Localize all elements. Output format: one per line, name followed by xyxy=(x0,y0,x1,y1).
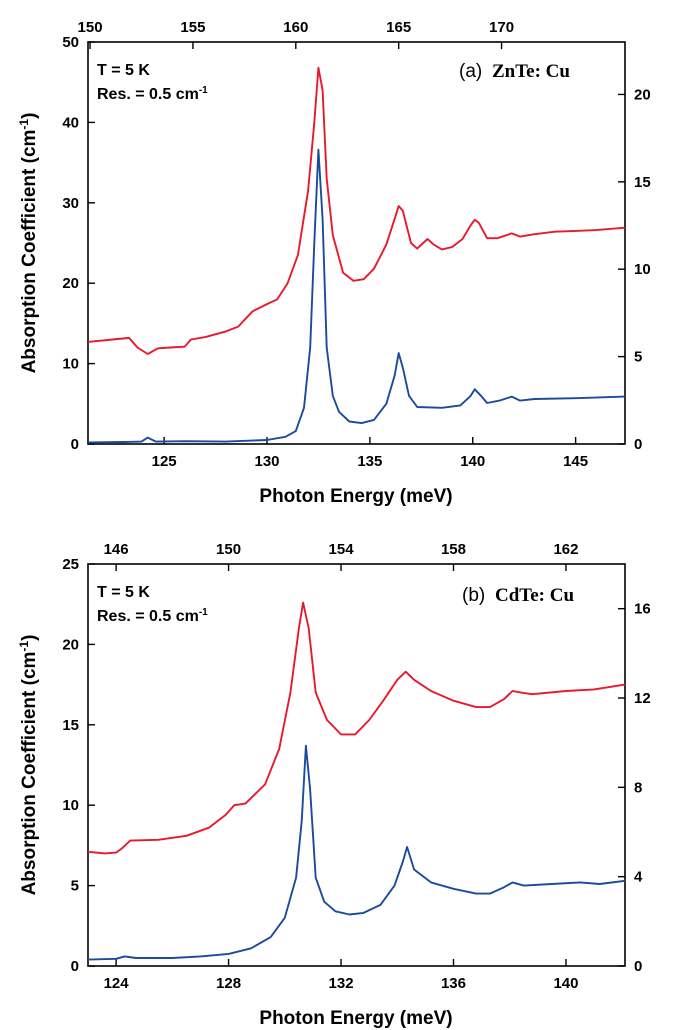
y-axis-label-sup-a: -1 xyxy=(17,119,31,130)
bottom-tick-label: 128 xyxy=(216,975,241,992)
left-tick-label: 15 xyxy=(62,717,79,734)
panel-b: 124 128 132 136 140 146 150 154 158 162 05101520… xyxy=(17,541,651,1029)
red-series-line-b xyxy=(87,601,626,855)
left-tick-label: 40 xyxy=(62,114,79,131)
annotation-res-prefix-b: Res. = 0.5 cm xyxy=(97,608,199,625)
series-layer-b xyxy=(87,601,626,961)
left-tick-label: 0 xyxy=(71,436,79,453)
x-axis-label-a: Photon Energy (meV) xyxy=(259,486,452,507)
y-axis-label-main-a: Absorption Coefficient (cm xyxy=(19,130,40,374)
annotation-res-sup-a: -1 xyxy=(199,85,208,96)
top-tick-label: 150 xyxy=(216,541,241,558)
top-axis-ticks-a: 150 155 160 165 170 xyxy=(78,19,514,49)
material-label-b: CdTe: Cu xyxy=(495,585,574,606)
left-tick-label: 0 xyxy=(71,958,79,975)
top-tick-label: 155 xyxy=(180,19,205,36)
bottom-axis-ticks-b: 124 128 132 136 140 xyxy=(104,959,578,992)
annotation-temp-a: T = 5 K xyxy=(97,62,150,79)
bottom-tick-label: 124 xyxy=(104,975,130,992)
plot-frame-b xyxy=(87,563,626,967)
annotation-res-b: Res. = 0.5 cm-1 xyxy=(97,607,208,625)
right-axis-ticks-a: 0 5 10 15 20 xyxy=(618,86,651,453)
bottom-tick-label: 130 xyxy=(254,453,279,470)
panel-label-b: (b) xyxy=(462,585,485,606)
y-axis-label-b: Absorption Coefficient (cm-1) xyxy=(17,635,40,896)
y-axis-label-suffix-b: ) xyxy=(19,635,40,641)
left-tick-label: 25 xyxy=(62,556,79,573)
left-tick-label: 10 xyxy=(62,797,79,814)
right-tick-label: 10 xyxy=(634,261,651,278)
bottom-axis-ticks-a: 125 130 135 140 145 xyxy=(152,437,588,470)
right-tick-label: 0 xyxy=(634,436,642,453)
annotation-temp-b: T = 5 K xyxy=(97,584,150,601)
right-tick-label: 15 xyxy=(634,174,651,191)
left-tick-label: 20 xyxy=(62,636,79,653)
y-axis-label-suffix-a: ) xyxy=(19,113,40,119)
panel-a: 125 130 135 140 145 150 155 160 165 170 01020304… xyxy=(17,19,651,507)
series-layer-a xyxy=(87,66,626,444)
red-series-line-a xyxy=(87,66,626,355)
right-axis-ticks-b: 0 4 8 12 16 xyxy=(618,601,651,975)
top-tick-label: 170 xyxy=(489,19,514,36)
right-tick-label: 8 xyxy=(634,779,642,796)
panel-label-a: (a) xyxy=(459,61,482,82)
annotation-res-a: Res. = 0.5 cm-1 xyxy=(97,85,208,103)
y-axis-label-sup-b: -1 xyxy=(17,641,31,652)
top-tick-label: 162 xyxy=(553,541,578,558)
right-tick-label: 16 xyxy=(634,601,651,618)
left-tick-label: 30 xyxy=(62,195,79,212)
y-axis-label-main-b: Absorption Coefficient (cm xyxy=(19,652,40,896)
left-axis-ticks-a: 0 10 20 30 40 50 xyxy=(62,34,95,453)
bottom-tick-label: 125 xyxy=(152,453,177,470)
right-tick-label: 12 xyxy=(634,690,651,707)
top-tick-label: 160 xyxy=(283,19,308,36)
x-axis-label-b: Photon Energy (meV) xyxy=(259,1008,452,1029)
top-tick-label: 154 xyxy=(329,541,355,558)
y-axis-label-a: Absorption Coefficient (cm-1) xyxy=(17,113,40,374)
right-tick-label: 4 xyxy=(634,869,643,886)
bottom-tick-label: 140 xyxy=(460,453,485,470)
blue-series-line-b xyxy=(87,744,626,961)
annotation-res-prefix-a: Res. = 0.5 cm xyxy=(97,86,199,103)
bottom-tick-label: 135 xyxy=(357,453,382,470)
bottom-tick-label: 136 xyxy=(441,975,466,992)
left-tick-label: 10 xyxy=(62,356,79,373)
bottom-tick-label: 132 xyxy=(329,975,354,992)
right-tick-label: 0 xyxy=(634,958,642,975)
blue-series-line-a xyxy=(87,148,626,444)
top-tick-label: 146 xyxy=(104,541,129,558)
top-tick-label: 165 xyxy=(386,19,411,36)
top-tick-label: 158 xyxy=(441,541,466,558)
top-tick-label: 150 xyxy=(78,19,103,36)
left-tick-label: 20 xyxy=(62,275,79,292)
annotation-res-sup-b: -1 xyxy=(199,607,208,618)
right-tick-label: 20 xyxy=(634,86,651,103)
left-tick-label: 5 xyxy=(71,878,79,895)
left-tick-label: 50 xyxy=(62,34,79,51)
right-tick-label: 5 xyxy=(634,349,642,366)
plot-frame-a xyxy=(87,41,626,445)
material-label-a: ZnTe: Cu xyxy=(492,61,570,82)
bottom-tick-label: 140 xyxy=(553,975,578,992)
bottom-tick-label: 145 xyxy=(563,453,588,470)
left-axis-ticks-b: 0 5 10 15 20 25 xyxy=(62,556,95,975)
top-axis-ticks-b: 146 150 154 158 162 xyxy=(104,541,578,571)
